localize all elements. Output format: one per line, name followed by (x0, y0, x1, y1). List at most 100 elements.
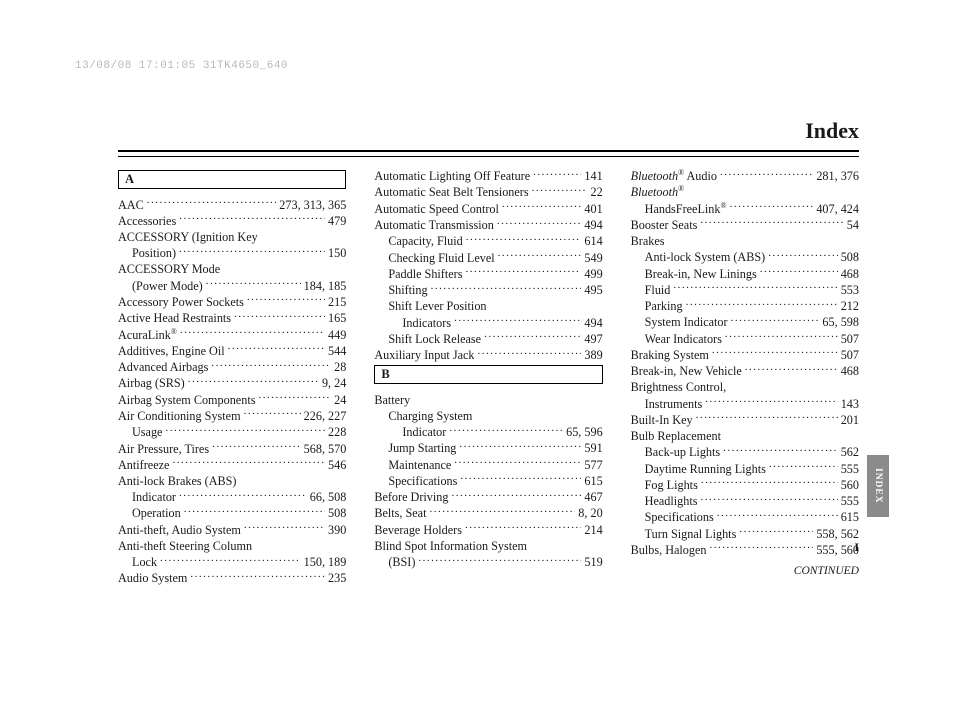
leader-dots (760, 265, 838, 277)
entry-term: Shift Lock Release (388, 331, 481, 347)
entry-pages: 141 (584, 168, 602, 184)
entry-term: (Power Mode) (132, 278, 203, 294)
leader-dots (454, 314, 581, 326)
rule-bottom (118, 156, 859, 157)
index-entry: Headlights555 (631, 493, 859, 509)
index-entry: Operation508 (118, 505, 346, 521)
index-entry: Usage228 (118, 424, 346, 440)
entry-pages: 507 (841, 347, 859, 363)
leader-dots (147, 197, 277, 209)
leader-dots (701, 477, 838, 489)
index-entry: Indicator65, 596 (374, 424, 602, 440)
index-entry: Turn Signal Lights558, 562 (631, 526, 859, 542)
entry-term: Booster Seats (631, 217, 698, 233)
leader-dots (172, 457, 325, 469)
entry-pages: 214 (584, 522, 602, 538)
leader-dots (700, 493, 837, 505)
entry-pages: 215 (328, 294, 346, 310)
entry-term: Turn Signal Lights (645, 526, 737, 542)
entry-pages: 560 (841, 477, 859, 493)
header-stamp: 13/08/08 17:01:05 31TK4650_640 (75, 60, 288, 72)
leader-dots (769, 460, 838, 472)
index-entry: (Power Mode)184, 185 (118, 278, 346, 294)
leader-dots (465, 266, 581, 278)
index-entry: Booster Seats54 (631, 217, 859, 233)
entry-term: Auxiliary Input Jack (374, 347, 474, 363)
entry-term: Back-up Lights (645, 444, 720, 460)
index-entry: Accessory Power Sockets215 (118, 294, 346, 310)
index-entry: Advanced Airbags28 (118, 359, 346, 375)
entry-pages: 390 (328, 522, 346, 538)
entry-pages: 389 (584, 347, 602, 363)
entry-term: Jump Starting (388, 440, 456, 456)
entry-term: Headlights (645, 493, 698, 509)
entry-term: Lock (132, 554, 157, 570)
entry-term: Brightness Control, (631, 379, 726, 395)
index-entry: Paddle Shifters499 (374, 266, 602, 282)
index-entry: Anti-lock System (ABS)508 (631, 249, 859, 265)
index-entry: (BSI)519 (374, 554, 602, 570)
entry-term: Paddle Shifters (388, 266, 462, 282)
index-column: Automatic Lighting Off Feature141Automat… (374, 168, 602, 587)
index-entry: Automatic Speed Control401 (374, 201, 602, 217)
entry-pages: 494 (584, 217, 602, 233)
entry-term: Anti-theft, Audio System (118, 522, 241, 538)
index-entry: Break-in, New Linings468 (631, 265, 859, 281)
entry-pages: 201 (841, 412, 859, 428)
entry-term: Bulb Replacement (631, 428, 721, 444)
leader-dots (478, 347, 582, 359)
entry-term: Additives, Engine Oil (118, 343, 225, 359)
index-entry: Anti-theft Steering Column (118, 538, 346, 554)
entry-pages: 143 (841, 396, 859, 412)
entry-pages: 22 (590, 184, 602, 200)
entry-term: Anti-lock Brakes (ABS) (118, 473, 236, 489)
entry-pages: 519 (584, 554, 602, 570)
leader-dots (768, 249, 838, 261)
entry-pages: 150, 189 (304, 554, 347, 570)
index-entry: AcuraLink®449 (118, 326, 346, 342)
entry-pages: 212 (841, 298, 859, 314)
leader-dots (418, 554, 581, 566)
leader-dots (709, 542, 813, 554)
index-entry: Audio System235 (118, 570, 346, 586)
entry-term: ACCESSORY Mode (118, 261, 220, 277)
entry-term: Built-In Key (631, 412, 693, 428)
index-entry: Airbag (SRS)9, 24 (118, 375, 346, 391)
entry-pages: 468 (841, 266, 859, 282)
index-entry: Back-up Lights562 (631, 444, 859, 460)
entry-pages: 468 (841, 363, 859, 379)
entry-term: Braking System (631, 347, 709, 363)
index-entry: Checking Fluid Level549 (374, 249, 602, 265)
entry-pages: 467 (584, 489, 602, 505)
index-entry: Before Driving467 (374, 489, 602, 505)
leader-dots (165, 424, 325, 436)
entry-pages: 479 (328, 213, 346, 229)
index-entry: Jump Starting591 (374, 440, 602, 456)
index-entry: ACCESSORY (Ignition Key (118, 229, 346, 245)
entry-term: Anti-lock System (ABS) (645, 249, 766, 265)
index-entry: Bulb Replacement (631, 428, 859, 444)
index-entry: Specifications615 (374, 473, 602, 489)
entry-term: Fog Lights (645, 477, 698, 493)
leader-dots (206, 278, 301, 290)
leader-dots (686, 298, 838, 310)
entry-term: Indicator (402, 424, 446, 440)
leader-dots (723, 444, 838, 456)
entry-pages: 615 (841, 509, 859, 525)
entry-term: AAC (118, 197, 144, 213)
leader-dots (188, 375, 319, 387)
entry-term: Blind Spot Information System (374, 538, 527, 554)
section-letter: B (374, 365, 602, 384)
index-entry: Built-In Key 201 (631, 412, 859, 428)
entry-pages: 615 (584, 473, 602, 489)
entry-pages: 577 (584, 457, 602, 473)
index-entry: Maintenance577 (374, 456, 602, 472)
index-entry: Charging System (374, 408, 602, 424)
leader-dots (179, 213, 325, 225)
entry-pages: 235 (328, 570, 346, 586)
leader-dots (234, 310, 325, 322)
leader-dots (429, 505, 575, 517)
index-entry: Brightness Control, (631, 379, 859, 395)
leader-dots (532, 184, 588, 196)
entry-pages: 614 (584, 233, 602, 249)
